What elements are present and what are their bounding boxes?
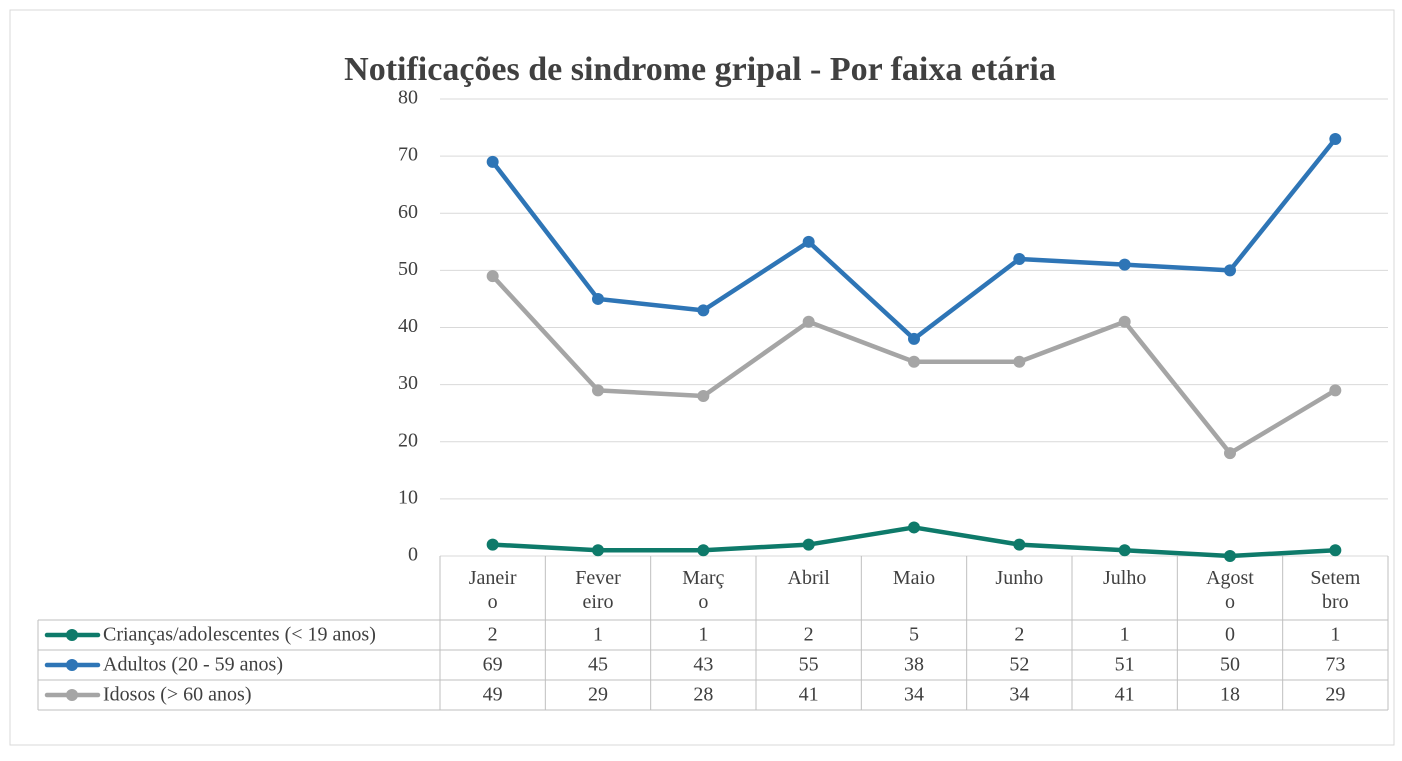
legend-label: Crianças/adolescentes (< 19 anos)	[103, 624, 376, 646]
table-cell: 43	[693, 654, 713, 676]
data-point	[1118, 544, 1131, 557]
table-cell: 1	[1330, 624, 1340, 646]
table-cell: 28	[693, 684, 713, 706]
x-tick-label-box: Agosto	[1206, 567, 1254, 613]
data-point	[486, 538, 499, 551]
data-point	[1013, 355, 1026, 368]
table-cell: 50	[1220, 654, 1240, 676]
x-tick-label-box: Fevereiro	[575, 567, 621, 613]
data-point	[1329, 384, 1342, 397]
data-point	[1329, 132, 1342, 145]
table-cell: 2	[1014, 624, 1024, 646]
table-cell: 34	[904, 684, 924, 706]
data-point	[592, 384, 604, 397]
legend-marker	[66, 629, 78, 641]
table-cell: 69	[483, 654, 503, 676]
x-tick-label-box: Setembro	[1310, 567, 1361, 613]
data-point	[1118, 258, 1131, 271]
table-cell: 1	[1120, 624, 1130, 646]
x-tick-label: Julho	[1102, 567, 1147, 589]
x-tick-label: Agosto	[1206, 567, 1254, 613]
chart-title: Notificações de sindrome gripal - Por fa…	[344, 51, 1056, 88]
x-tick-label-box: Junho	[995, 567, 1044, 589]
y-tick-label: 50	[398, 258, 418, 280]
table-cell: 52	[1009, 654, 1029, 676]
x-tick-label: Junho	[995, 567, 1044, 589]
data-point	[908, 355, 920, 368]
table-cell: 29	[588, 684, 608, 706]
x-tick-label-box: Março	[682, 567, 725, 613]
y-tick-label: 10	[398, 486, 418, 508]
data-point	[697, 544, 710, 557]
table-cell: 2	[804, 624, 814, 646]
y-tick-label: 80	[398, 87, 418, 109]
table-cell: 18	[1220, 684, 1240, 706]
data-point	[802, 538, 815, 551]
x-tick-label: Março	[682, 567, 725, 613]
x-tick-label-box: Maio	[892, 567, 936, 589]
data-point	[908, 521, 920, 534]
table-cell: 45	[588, 654, 608, 676]
data-point	[802, 315, 815, 328]
data-point	[1013, 538, 1026, 551]
y-tick-label: 60	[398, 201, 418, 223]
data-point	[592, 292, 604, 305]
data-point	[486, 270, 499, 283]
data-point	[697, 304, 710, 317]
data-point	[1224, 264, 1236, 277]
data-point	[1118, 315, 1131, 328]
y-tick-label: 0	[408, 544, 418, 566]
data-point	[486, 155, 499, 168]
table-cell: 73	[1325, 654, 1345, 676]
data-point	[1329, 544, 1342, 557]
x-tick-label: Maio	[892, 567, 936, 589]
table-cell: 34	[1009, 684, 1029, 706]
y-tick-label: 40	[398, 315, 418, 337]
table-cell: 0	[1225, 624, 1235, 646]
x-tick-label: Janeiro	[468, 567, 517, 613]
y-tick-label: 70	[398, 144, 418, 166]
data-point	[1224, 447, 1236, 460]
legend-label: Idosos (> 60 anos)	[103, 684, 252, 706]
table-cell: 29	[1325, 684, 1345, 706]
table-cell: 41	[1115, 684, 1135, 706]
data-point	[592, 544, 604, 557]
data-point	[697, 390, 710, 403]
table-cell: 41	[799, 684, 819, 706]
data-point	[1013, 252, 1026, 265]
x-tick-label-box: Julho	[1102, 567, 1147, 589]
x-tick-label-box: Janeiro	[468, 567, 517, 613]
legend-marker	[66, 659, 78, 671]
x-tick-label: Fevereiro	[575, 567, 621, 613]
table-cell: 1	[698, 624, 708, 646]
table-cell: 49	[483, 684, 503, 706]
data-point	[908, 332, 920, 345]
table-cell: 1	[593, 624, 603, 646]
chart-border	[9, 9, 1395, 746]
table-cell: 38	[904, 654, 924, 676]
legend-label: Adultos (20 - 59 anos)	[103, 654, 283, 676]
legend-marker	[66, 689, 78, 701]
y-tick-label: 20	[398, 429, 418, 451]
table-cell: 2	[488, 624, 498, 646]
data-point	[1224, 550, 1236, 562]
table-cell: 5	[909, 624, 919, 646]
x-tick-label: Setembro	[1310, 567, 1361, 613]
x-tick-label-box: Abril	[787, 567, 830, 589]
table-cell: 55	[799, 654, 819, 676]
x-tick-label: Abril	[787, 567, 830, 589]
table-cell: 51	[1115, 654, 1135, 676]
y-tick-label: 30	[398, 372, 418, 394]
data-point	[802, 235, 815, 248]
